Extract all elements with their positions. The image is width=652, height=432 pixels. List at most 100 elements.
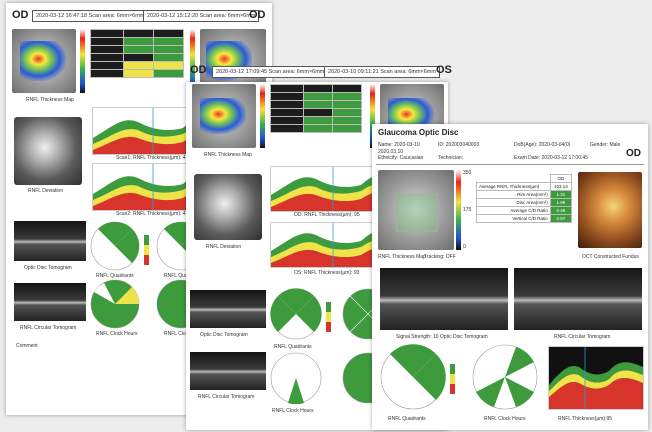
clock2-label: RNFL Clock H bbox=[164, 331, 196, 337]
circ-label: RNFL Circular Tomogram bbox=[20, 325, 77, 331]
metric-value: 0.48 bbox=[549, 206, 573, 215]
eye-label-od-right: OD bbox=[249, 9, 266, 21]
rnfl-deviation-image-s2 bbox=[194, 174, 262, 240]
s2-quad-nasal bbox=[296, 296, 322, 332]
quadrants-label-s2: RNFL Quadrants bbox=[274, 344, 312, 350]
map-label-s3: RNFL Thickness Map bbox=[378, 254, 426, 260]
tomo-label-s3: Signal Strength: 10 Optic Disc Tomogram bbox=[396, 334, 488, 340]
circ-label-s3: RNFL Circular Tomogram bbox=[554, 334, 611, 340]
oct-constructed-fundus bbox=[578, 172, 642, 248]
optic-disc-tomogram bbox=[14, 221, 86, 261]
clock-sector-yellow bbox=[115, 287, 140, 304]
metric-label: Disc Area(mm²) bbox=[476, 198, 551, 207]
report-title: Glaucoma Optic Disc bbox=[378, 128, 459, 137]
rnfl-quadrants-chart-s3 bbox=[380, 344, 446, 410]
quadrant-legend-s2 bbox=[326, 302, 331, 332]
metric-value: 103.13 bbox=[549, 182, 573, 191]
rnfl-deviation-image bbox=[14, 117, 82, 185]
optic-disc-tomogram-s2 bbox=[190, 290, 266, 328]
eye-label-od: OD bbox=[12, 9, 29, 21]
comparison-table-s2 bbox=[270, 84, 362, 133]
scan-info-2: 2020-03-12 15:12:20 Scan area: 6mm×6mm bbox=[143, 10, 260, 22]
tracking-label: Tracking: OFF bbox=[424, 254, 456, 260]
graph1-label: Scan1: RNFL Thickness(µm): 48 bbox=[116, 155, 189, 161]
color-scale-bar-s3 bbox=[456, 170, 461, 250]
rnfl-circular-tomogram bbox=[14, 283, 86, 321]
patient-dob: DoB(Age): 2020-03-04(0) bbox=[514, 142, 571, 148]
report-sheet-3[interactable]: Glaucoma Optic Disc Name: 2020-03-10 ID:… bbox=[372, 124, 648, 430]
rnfl-clock-hours-chart-s2 bbox=[270, 352, 322, 404]
metric-value: 0.57 bbox=[549, 214, 573, 223]
heatmap-overlay bbox=[20, 41, 66, 81]
graph2-label: Scan2: RNFL Thickness(µm): 47 bbox=[116, 211, 189, 217]
patient-gender: Gender: Male bbox=[590, 142, 621, 148]
rnfl-quadrants-chart-s2 bbox=[270, 288, 322, 340]
patient-date: 2020.03.10 bbox=[378, 149, 404, 155]
clock-label-s3: RNFL Clock Hours bbox=[484, 416, 526, 422]
scale-mid: 175 bbox=[463, 207, 472, 213]
s3-clock-sector-3 bbox=[476, 377, 505, 407]
rnfl-circular-tomogram-s3 bbox=[514, 268, 642, 330]
scan-region bbox=[396, 194, 438, 232]
map-label: RNFL Thickness Map bbox=[26, 97, 74, 103]
circ-label-s2: RNFL Circular Tomogram bbox=[198, 394, 255, 400]
rnfl-clock-hours-chart-s3 bbox=[472, 344, 538, 410]
quadrants-label-s3: RNFL Quadrants bbox=[388, 416, 426, 422]
metric-label: Average RNFL Thickness(µm) bbox=[476, 182, 551, 191]
deviation-label: RNFL Deviation bbox=[28, 188, 64, 194]
quadrants2-label: RNFL Quadra bbox=[164, 273, 195, 279]
patient-ethnicity: Ethnicity: Caucasian bbox=[378, 155, 424, 161]
comment-label: Comment bbox=[16, 343, 38, 349]
clock-sector-white bbox=[94, 283, 115, 304]
s2-quad-superior bbox=[278, 288, 314, 314]
color-scale-bar-s2b bbox=[370, 84, 375, 148]
eye-label-od-2: OD bbox=[190, 64, 207, 76]
patient-name: Name: 2020-03-10 bbox=[378, 142, 420, 148]
header-divider bbox=[376, 164, 644, 165]
exam-date: Exam Date: 2020-03-12 17:00:45 bbox=[514, 155, 588, 161]
metrics-header: OD bbox=[549, 174, 573, 183]
s2-clock-sector bbox=[288, 378, 304, 404]
clock-label: RNFL Clock Hours bbox=[96, 331, 138, 337]
tomo-label: Optic Disc Tomogram bbox=[24, 265, 72, 271]
quadrants-label: RNFL Quadrants bbox=[96, 273, 134, 279]
scale-top: 350 bbox=[463, 170, 472, 176]
metric-label: Average C/D Ratio bbox=[476, 206, 551, 215]
scan-info-3: 2020-03-12 17:09:45 Scan area: 6mm×6mm bbox=[212, 66, 329, 78]
map-label-s2: RNFL Thickness Map bbox=[204, 152, 252, 158]
rnfl-thickness-map bbox=[12, 29, 76, 93]
rnfl-clock-hours-chart bbox=[90, 279, 140, 329]
scale-bottom: 0 bbox=[463, 244, 466, 250]
quadrant-legend bbox=[144, 235, 149, 265]
thickness-label-s3: RNFL Thickness(µm):95 bbox=[558, 416, 613, 422]
fundus-label: OCT Constructed Fundus bbox=[582, 254, 639, 260]
heatmap-overlay-s2 bbox=[200, 98, 246, 134]
rnfl-thickness-map-s3 bbox=[378, 170, 454, 250]
metric-value: 1.31 bbox=[549, 190, 573, 199]
color-scale-bar-s2 bbox=[260, 84, 265, 148]
quadrant-superior bbox=[98, 221, 132, 246]
rnfl-circular-tomogram-s2 bbox=[190, 352, 266, 390]
patient-id: ID: 202003040003 bbox=[438, 142, 480, 148]
metric-value: 1.99 bbox=[549, 198, 573, 207]
color-scale-bar-2 bbox=[190, 29, 195, 93]
s3-green-band bbox=[549, 362, 643, 391]
graph-od-label: OD: RNFL Thickness(µm): 95 bbox=[294, 212, 360, 218]
comparison-table bbox=[90, 29, 184, 78]
s3-clock-sector-1 bbox=[505, 347, 534, 377]
metric-label: Vertical C/D Ratio bbox=[476, 214, 551, 223]
rnfl-thickness-map-s2 bbox=[192, 84, 256, 148]
deviation-label-s2: RNFL Deviation bbox=[206, 244, 242, 250]
metric-label: Rim Area(mm²) bbox=[476, 190, 551, 199]
clock-label-s2: RNFL Clock Hours bbox=[272, 408, 314, 414]
graph-os-label: OS: RNFL Thickness(µm): 93 bbox=[294, 270, 360, 276]
s3-quad-nasal bbox=[413, 354, 446, 400]
metrics-table: OD Average RNFL Thickness(µm) 103.13 Rim … bbox=[476, 174, 573, 223]
s3-clock-sector-2 bbox=[505, 377, 534, 407]
color-scale-bar bbox=[80, 29, 85, 93]
s3-yellow-band bbox=[549, 370, 643, 397]
s2-quad-temporal bbox=[270, 296, 296, 332]
quadrant-legend-s3 bbox=[450, 364, 455, 394]
s3-red-band bbox=[549, 378, 643, 409]
thickness-graph-s3 bbox=[548, 346, 644, 410]
